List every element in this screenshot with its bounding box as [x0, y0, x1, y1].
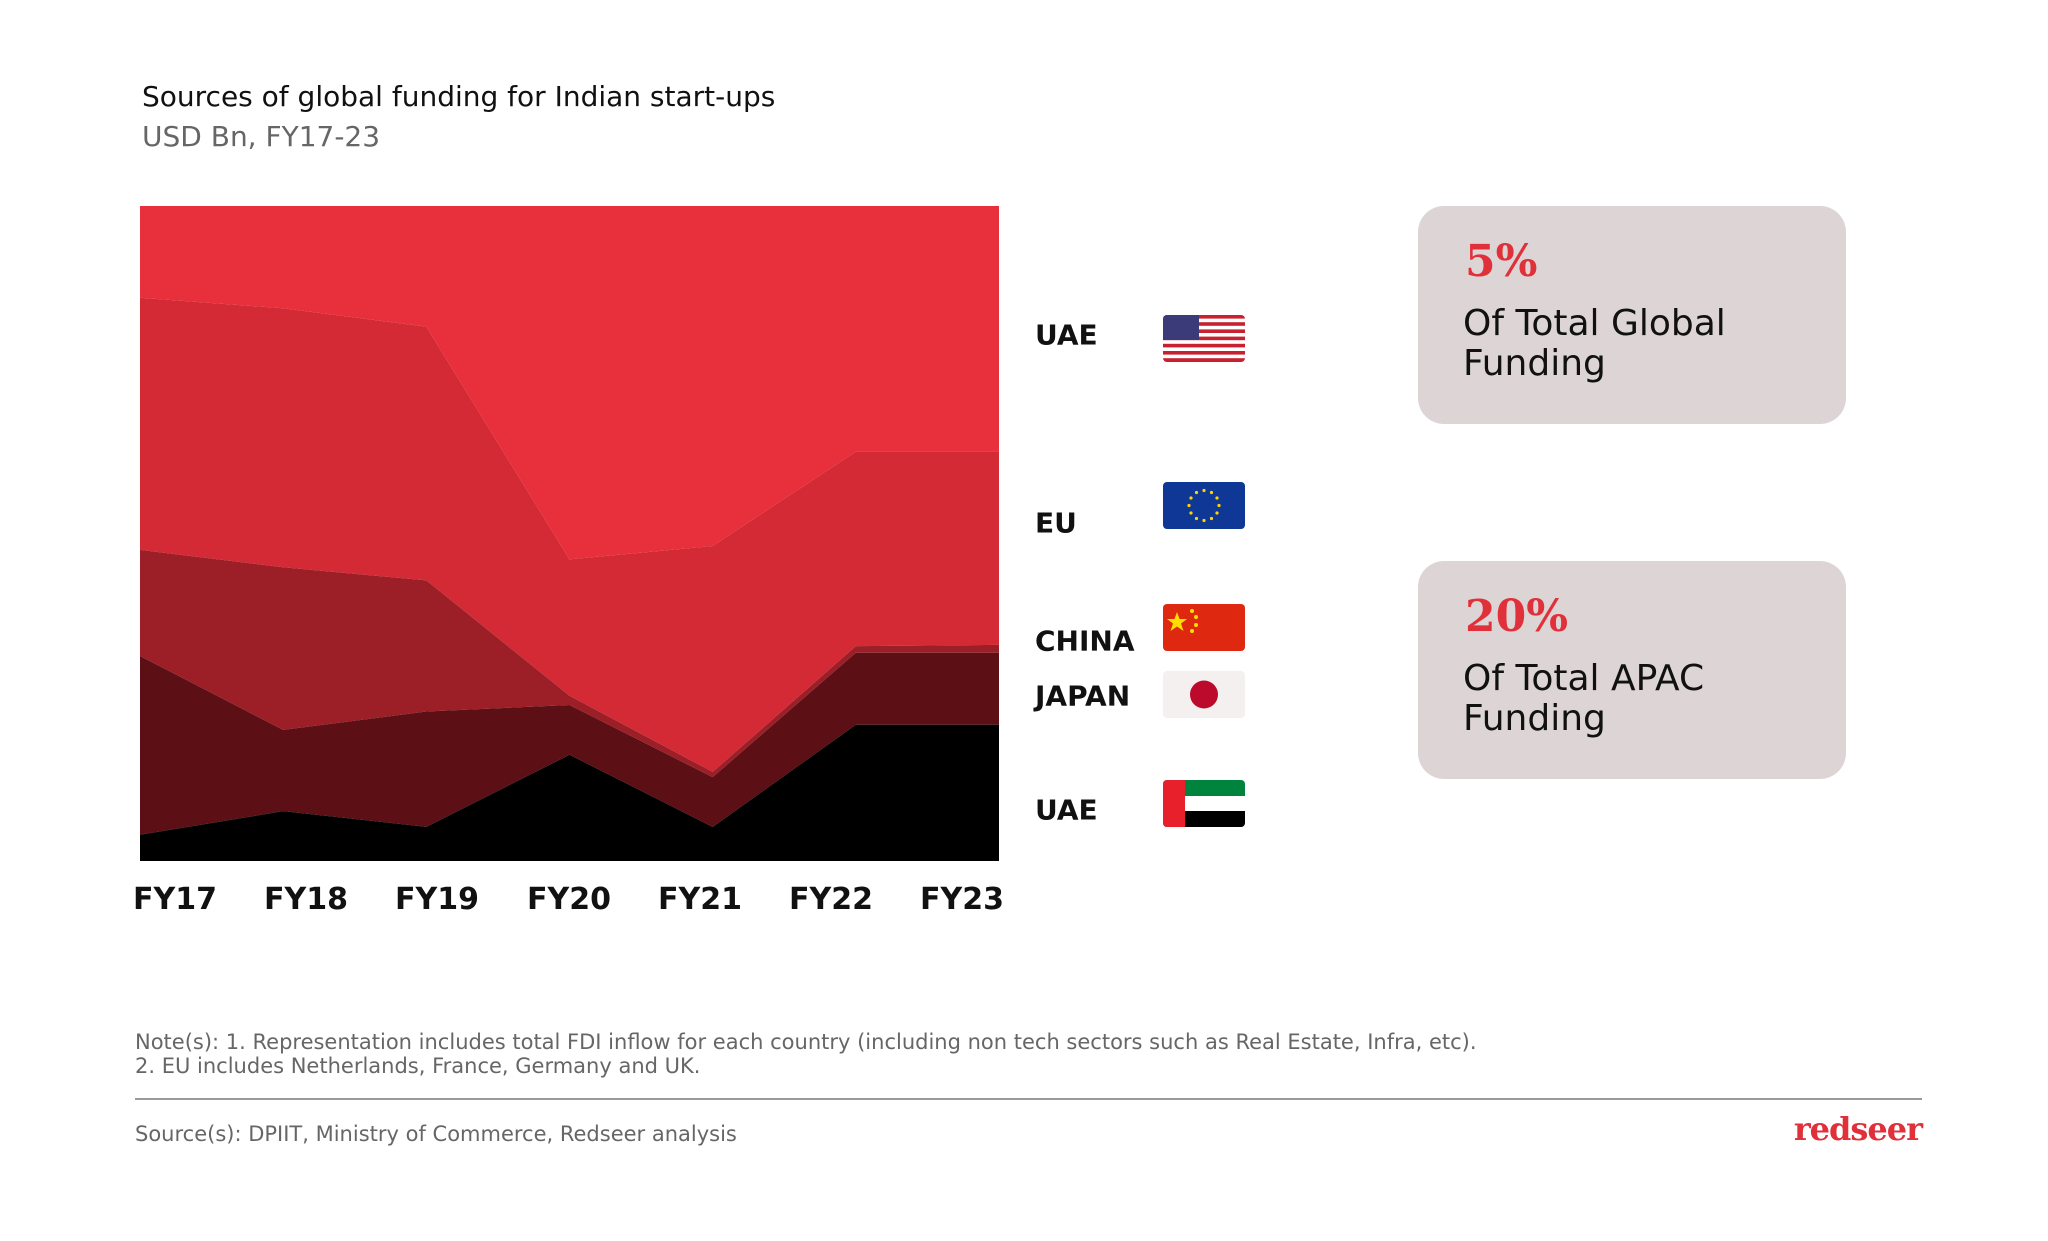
stat-value: 5%: [1465, 236, 1538, 287]
x-tick-label: FY23: [920, 882, 1004, 917]
usa-flag-icon: [1163, 315, 1245, 362]
area-eu: [140, 297, 999, 772]
legend-label-japan: JAPAN: [1035, 679, 1131, 713]
footnote-1: Note(s): 1. Representation includes tota…: [135, 1030, 1477, 1054]
chart-subtitle: USD Bn, FY17-23: [142, 120, 381, 153]
area-china: [140, 549, 999, 778]
redseer-logo: redseer: [1793, 1110, 1923, 1148]
x-tick-label: FY21: [658, 882, 742, 917]
stat-line: Funding: [1463, 343, 1606, 384]
divider: [135, 1098, 1922, 1100]
stat-card-global: 5% Of Total Global Funding: [1418, 206, 1846, 424]
stat-value: 20%: [1465, 591, 1569, 642]
x-tick-label: FY17: [133, 882, 217, 917]
x-tick-label: FY18: [264, 882, 348, 917]
x-tick-label: FY19: [395, 882, 479, 917]
legend-label-uae: UAE: [1035, 793, 1098, 827]
chart-title: Sources of global funding for Indian sta…: [142, 80, 776, 113]
source-note: Source(s): DPIIT, Ministry of Commerce, …: [135, 1122, 737, 1146]
stat-description: Of Total Global Funding: [1463, 304, 1833, 384]
area-japan: [140, 652, 999, 835]
stat-line: Funding: [1463, 698, 1606, 739]
stat-description: Of Total APAC Funding: [1463, 659, 1833, 739]
china-flag-icon: [1163, 604, 1245, 651]
area-uae: [140, 724, 999, 861]
area-usa: [140, 206, 999, 560]
stat-line: Of Total Global: [1463, 303, 1726, 344]
legend-label-eu: EU: [1035, 506, 1077, 540]
eu-flag-icon: [1163, 482, 1245, 529]
footnote-2: 2. EU includes Netherlands, France, Germ…: [135, 1054, 701, 1078]
x-tick-label: FY22: [789, 882, 873, 917]
stat-card-apac: 20% Of Total APAC Funding: [1418, 561, 1846, 779]
stat-line: Of Total APAC: [1463, 658, 1705, 699]
x-tick-label: FY20: [527, 882, 611, 917]
japan-flag-icon: [1163, 671, 1245, 718]
uae-flag-icon: [1163, 780, 1245, 827]
legend-label-usa: UAE: [1035, 318, 1098, 352]
legend-label-china: CHINA: [1035, 624, 1135, 658]
stacked-area-chart: [140, 206, 999, 861]
